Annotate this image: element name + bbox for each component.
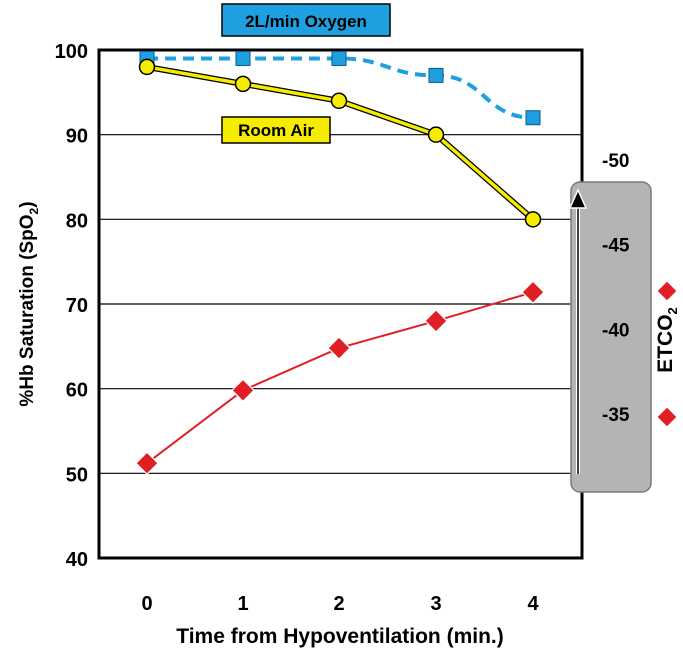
y-axis-title-main: %Hb Saturation (SpO	[17, 214, 38, 406]
data-point-oxygen	[428, 67, 444, 83]
data-point-oxygen	[331, 50, 347, 66]
etco2-axis-title-subscript: 2	[665, 307, 680, 314]
x-axis-ticks: 0 1 2 3 4	[141, 593, 539, 615]
x-tick-label: 2	[333, 593, 344, 615]
etco2-axis-title-main: ETCO	[654, 314, 677, 372]
y-tick-label: 60	[66, 380, 88, 402]
y-tick-label: 70	[66, 295, 88, 317]
series-layer	[135, 50, 545, 476]
data-point-oxygen	[235, 50, 251, 66]
x-axis-title: Time from Hypoventilation (min.)	[176, 625, 503, 648]
y-axis-title-close: )	[17, 201, 38, 207]
etco2-axis-arrow-head	[568, 188, 588, 209]
data-point-etco2	[424, 309, 448, 333]
etco2-legend-diamond	[656, 280, 678, 302]
y-tick-label: 80	[66, 210, 88, 232]
x-tick-label: 4	[527, 593, 539, 615]
etco2-tick-label: -40	[602, 320, 629, 341]
legend-oxygen-label: 2L/min Oxygen	[245, 12, 367, 31]
x-tick-label: 1	[237, 593, 248, 615]
data-point-room-air	[427, 126, 445, 143]
x-tick-label: 3	[430, 593, 441, 615]
grid-lines	[99, 134, 582, 474]
data-point-etco2	[521, 280, 545, 304]
data-point-etco2	[231, 378, 255, 403]
etco2-axis-panel	[570, 181, 652, 493]
data-point-room-air	[330, 92, 348, 110]
legend-room-air-box	[221, 116, 331, 144]
y-axis-ticks: 40 50 60 70 80 90 100	[55, 41, 88, 571]
etco2-tick-label: -45	[602, 236, 630, 257]
data-point-room-air	[138, 58, 156, 76]
y-tick-label: 50	[66, 464, 88, 486]
data-point-etco2	[327, 336, 351, 360]
data-point-etco2	[135, 451, 159, 476]
y-tick-label: 90	[66, 126, 88, 148]
y-axis-title: %Hb Saturation (SpO2)	[17, 201, 41, 406]
y-tick-label: 100	[55, 41, 88, 63]
legend-room-air-label: Room Air	[238, 121, 314, 140]
data-point-room-air	[234, 75, 252, 93]
y-tick-label: 40	[66, 549, 88, 571]
etco2-tick-label: -35	[602, 405, 630, 426]
y-axis-title-subscript: 2	[27, 207, 41, 214]
data-point-oxygen	[525, 110, 541, 126]
etco2-tick-label: -50	[602, 151, 629, 172]
x-tick-label: 0	[141, 593, 152, 615]
legend-oxygen-box	[221, 3, 391, 37]
etco2-axis-ticks: -35 -40 -45 -50	[602, 151, 630, 426]
etco2-axis-title: ETCO2	[654, 307, 680, 373]
data-point-room-air	[524, 211, 542, 228]
etco2-legend-markers	[656, 280, 678, 428]
etco2-legend-diamond	[656, 406, 678, 428]
